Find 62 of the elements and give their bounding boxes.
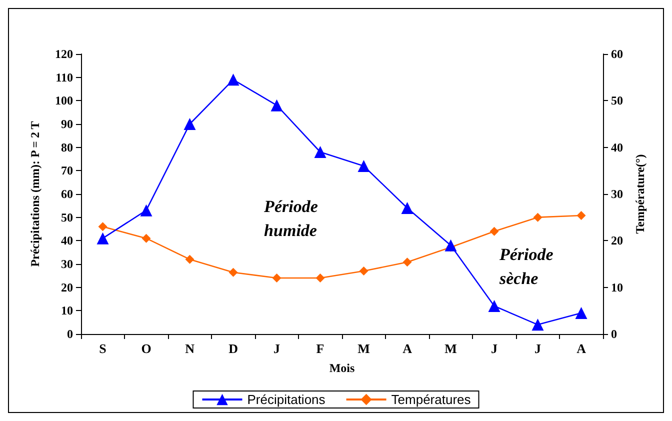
y-tick-label: 120 [55, 47, 73, 61]
x-tick-label: N [185, 341, 196, 356]
point [575, 307, 588, 319]
point [142, 234, 151, 243]
y2-tick-label: 0 [611, 327, 617, 341]
point [576, 210, 586, 220]
point [314, 146, 326, 158]
y-tick-label: 90 [61, 117, 73, 131]
point [444, 239, 457, 252]
y2-tick-label: 30 [611, 187, 623, 201]
x-axis-title: Mois [329, 361, 355, 375]
y2-axis-title: Température(°) [632, 154, 647, 234]
x-tick-label: O [141, 341, 152, 356]
annotation: Période sèche [498, 245, 554, 288]
y-tick-label: 30 [61, 257, 73, 271]
y-tick-label: 110 [56, 70, 73, 84]
point [316, 274, 325, 282]
point [488, 300, 500, 312]
y2-tick-label: 40 [611, 140, 623, 154]
y-tick-label: 50 [61, 210, 73, 224]
x-tick-label: J [534, 341, 542, 356]
y2-tick-label: 50 [611, 94, 623, 108]
y-tick-label: 10 [61, 304, 73, 318]
point [358, 160, 370, 172]
y-tick-label: 0 [67, 327, 73, 341]
point [185, 254, 194, 264]
point [533, 212, 542, 222]
y2-tick-label: 20 [611, 234, 623, 248]
x-tick-label: D [228, 341, 238, 356]
legend-label: Températures [391, 392, 472, 407]
point [272, 274, 282, 282]
point [96, 232, 109, 244]
annotation: Période humide [263, 196, 318, 240]
point [140, 204, 152, 216]
x-tick-label: A [402, 341, 413, 356]
x-tick-label: J [491, 341, 498, 356]
x-tick-label: A [576, 341, 587, 356]
point [402, 258, 412, 267]
legend-label: Précipitations [247, 392, 326, 407]
x-tick-label: J [274, 341, 280, 356]
point [270, 99, 283, 112]
y-tick-label: 60 [61, 187, 73, 201]
x-tick-label: F [316, 341, 324, 356]
x-tick-label: M [444, 341, 457, 356]
point [98, 222, 108, 232]
y-tick-label: 70 [61, 164, 73, 178]
point [532, 318, 544, 331]
y-tick-label: 20 [61, 280, 73, 294]
x-tick-label: S [99, 341, 106, 356]
point [184, 118, 196, 130]
point [227, 74, 240, 86]
y-tick-label: 100 [55, 94, 73, 108]
y-axis-title: Précipitations (mm): P = 2 T [28, 121, 42, 267]
x-tick-label: M [358, 341, 370, 356]
point [401, 202, 414, 214]
y2-tick-label: 60 [611, 47, 623, 61]
point [359, 266, 368, 276]
y-tick-label: 40 [61, 234, 73, 248]
y-tick-label: 80 [61, 140, 73, 154]
point [490, 226, 499, 236]
point [228, 268, 238, 277]
y2-tick-label: 10 [611, 280, 623, 294]
